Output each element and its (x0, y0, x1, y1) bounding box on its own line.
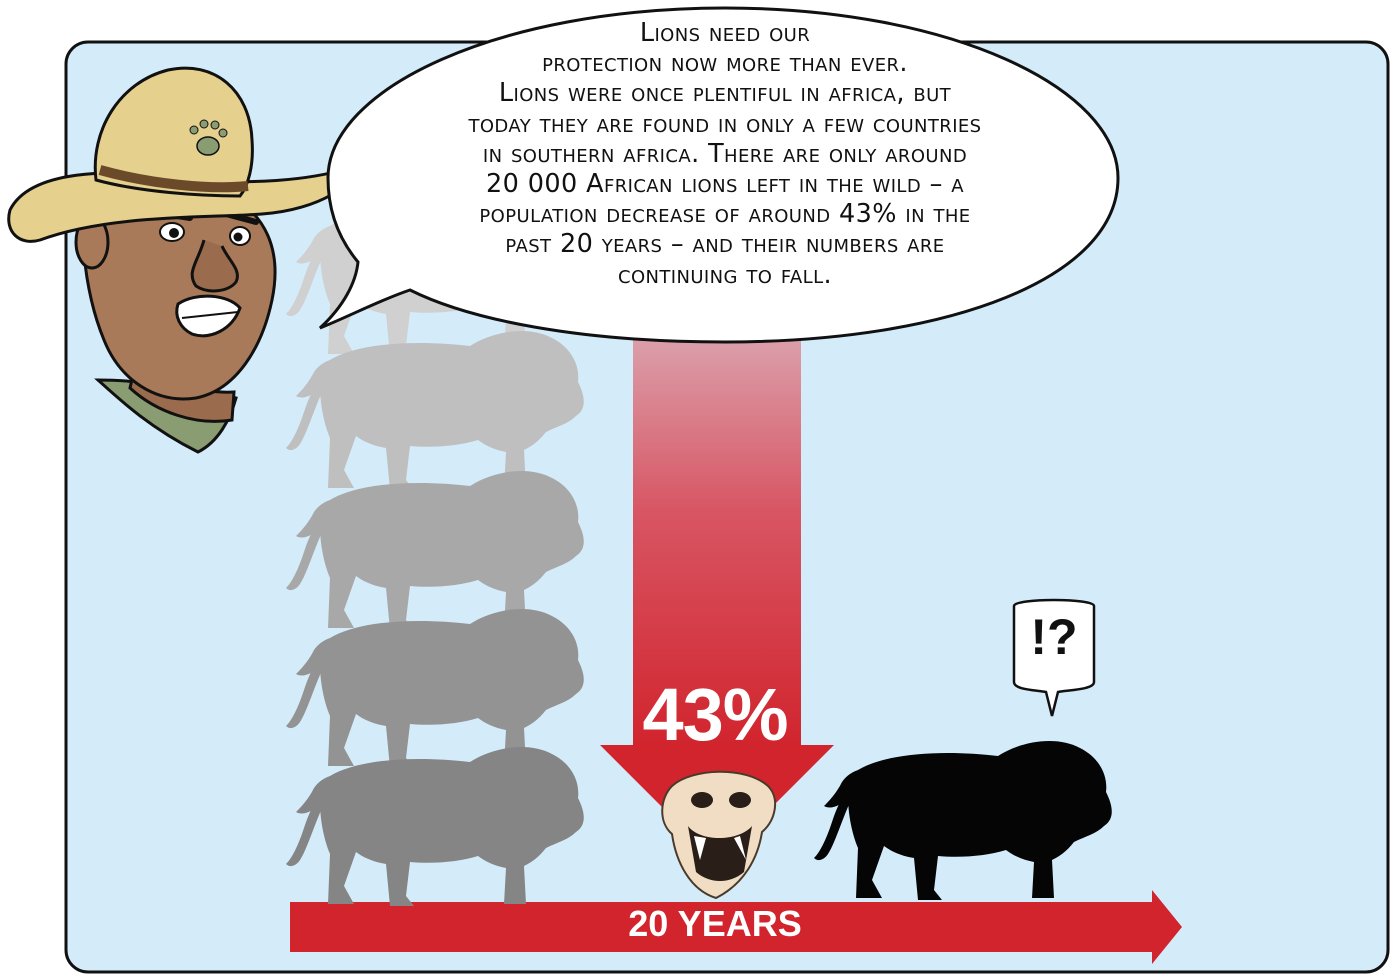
decline-percentage: 43% (615, 672, 815, 757)
speech-line: past 20 years – and their numbers are (340, 229, 1110, 259)
speech-line: continuing to fall. (340, 260, 1110, 290)
speech-line: Lions need our (340, 18, 1110, 48)
timeline-label: 20 YEARS (560, 903, 870, 945)
reaction-text: !? (1012, 608, 1096, 666)
speech-line: population decrease of around 43% in the (340, 199, 1110, 229)
speech-line: 20 000 African lions left in the wild – … (340, 169, 1110, 199)
speech-line: Lions were once plentiful in africa, but (340, 78, 1110, 108)
speech-line: in southern africa. There are only aroun… (340, 139, 1110, 169)
speech-line: today they are found in only a few count… (340, 109, 1110, 139)
speech-line: protection now more than ever. (340, 48, 1110, 78)
speech-text: Lions need our protection now more than … (340, 18, 1110, 290)
